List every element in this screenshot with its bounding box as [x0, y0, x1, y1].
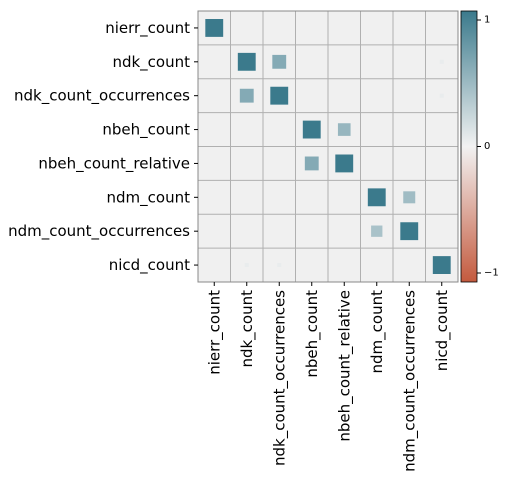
y-tick-label-ndm_count_occurrences: ndm_count_occurrences	[8, 222, 190, 241]
colorbar-tick-label: −1	[484, 268, 499, 279]
heatmap-cell-ndk_count_occurrences-ndk_count_occurrences	[270, 86, 289, 105]
x-tick-label-nbeh_count_relative: nbeh_count_relative	[335, 290, 354, 442]
x-tick-label-ndm_count_occurrences: ndm_count_occurrences	[400, 290, 419, 472]
y-tick-label-ndm_count: ndm_count	[107, 188, 191, 207]
x-tick-label-ndm_count: ndm_count	[368, 290, 387, 374]
y-tick-label-nbeh_count_relative: nbeh_count_relative	[38, 154, 190, 173]
heatmap-cell-ndm_count_occurrences-ndm_count_occurrences	[400, 222, 419, 241]
heatmap-cell-nbeh_count_relative-nbeh_count	[304, 156, 319, 171]
heatmap-cell-ndk_count-nicd_count	[439, 59, 444, 64]
x-tick-label-ndk_count_occurrences: ndk_count_occurrences	[270, 290, 289, 466]
heatmap-cell-ndm_count_occurrences-ndm_count	[371, 225, 383, 237]
heatmap-cell-nicd_count-ndk_count	[244, 263, 249, 268]
heatmap-cell-ndk_count-ndk_count	[237, 52, 256, 71]
heatmap-cell-nbeh_count-nbeh_count_relative	[337, 123, 351, 136]
y-tick-label-nicd_count: nicd_count	[109, 256, 190, 275]
heatmap-cell-nicd_count-nicd_count	[432, 256, 451, 274]
heatmap-cell-ndk_count_occurrences-ndk_count	[239, 88, 254, 103]
colorbar: 1 0 −1	[460, 10, 499, 283]
heatmap-cell-nicd_count-ndk_count_occurrences	[277, 263, 282, 268]
heatmap-cell-ndm_count-ndm_count	[367, 188, 386, 207]
heatmap-cell-nierr_count-nierr_count	[205, 19, 224, 37]
heatmap-cell-nbeh_count_relative-nbeh_count_relative	[335, 154, 354, 173]
y-tick-label-ndk_count_occurrences: ndk_count_occurrences	[14, 87, 190, 106]
x-tick-label-nbeh_count: nbeh_count	[303, 290, 322, 378]
x-axis-tick-labels: nierr_count ndk_count ndk_count_occurrence…	[205, 282, 452, 472]
heatmap-cell-ndm_count-ndm_count_occurrences	[403, 191, 416, 204]
x-tick-label-nicd_count: nicd_count	[433, 290, 452, 371]
y-axis-tick-labels: nierr_count ndk_count ndk_count_occurrence…	[8, 19, 198, 275]
y-tick-label-nbeh_count: nbeh_count	[102, 121, 190, 140]
plot-frame	[197, 10, 459, 283]
heatmap-cell-ndk_count_occurrences-nicd_count	[439, 93, 444, 98]
heatmap-cell-ndk_count-ndk_count_occurrences	[272, 54, 287, 69]
x-tick-label-ndk_count: ndk_count	[238, 290, 257, 368]
y-tick-label-nierr_count: nierr_count	[105, 19, 190, 38]
y-tick-label-ndk_count: ndk_count	[112, 53, 190, 72]
colorbar-tick-label: 0	[484, 141, 490, 152]
colorbar-gradient	[461, 11, 477, 282]
plot-area	[197, 10, 459, 283]
x-tick-label-nierr_count: nierr_count	[205, 290, 224, 375]
colorbar-tick-label: 1	[484, 15, 490, 26]
heatmap-cell-nbeh_count-nbeh_count	[302, 120, 321, 139]
